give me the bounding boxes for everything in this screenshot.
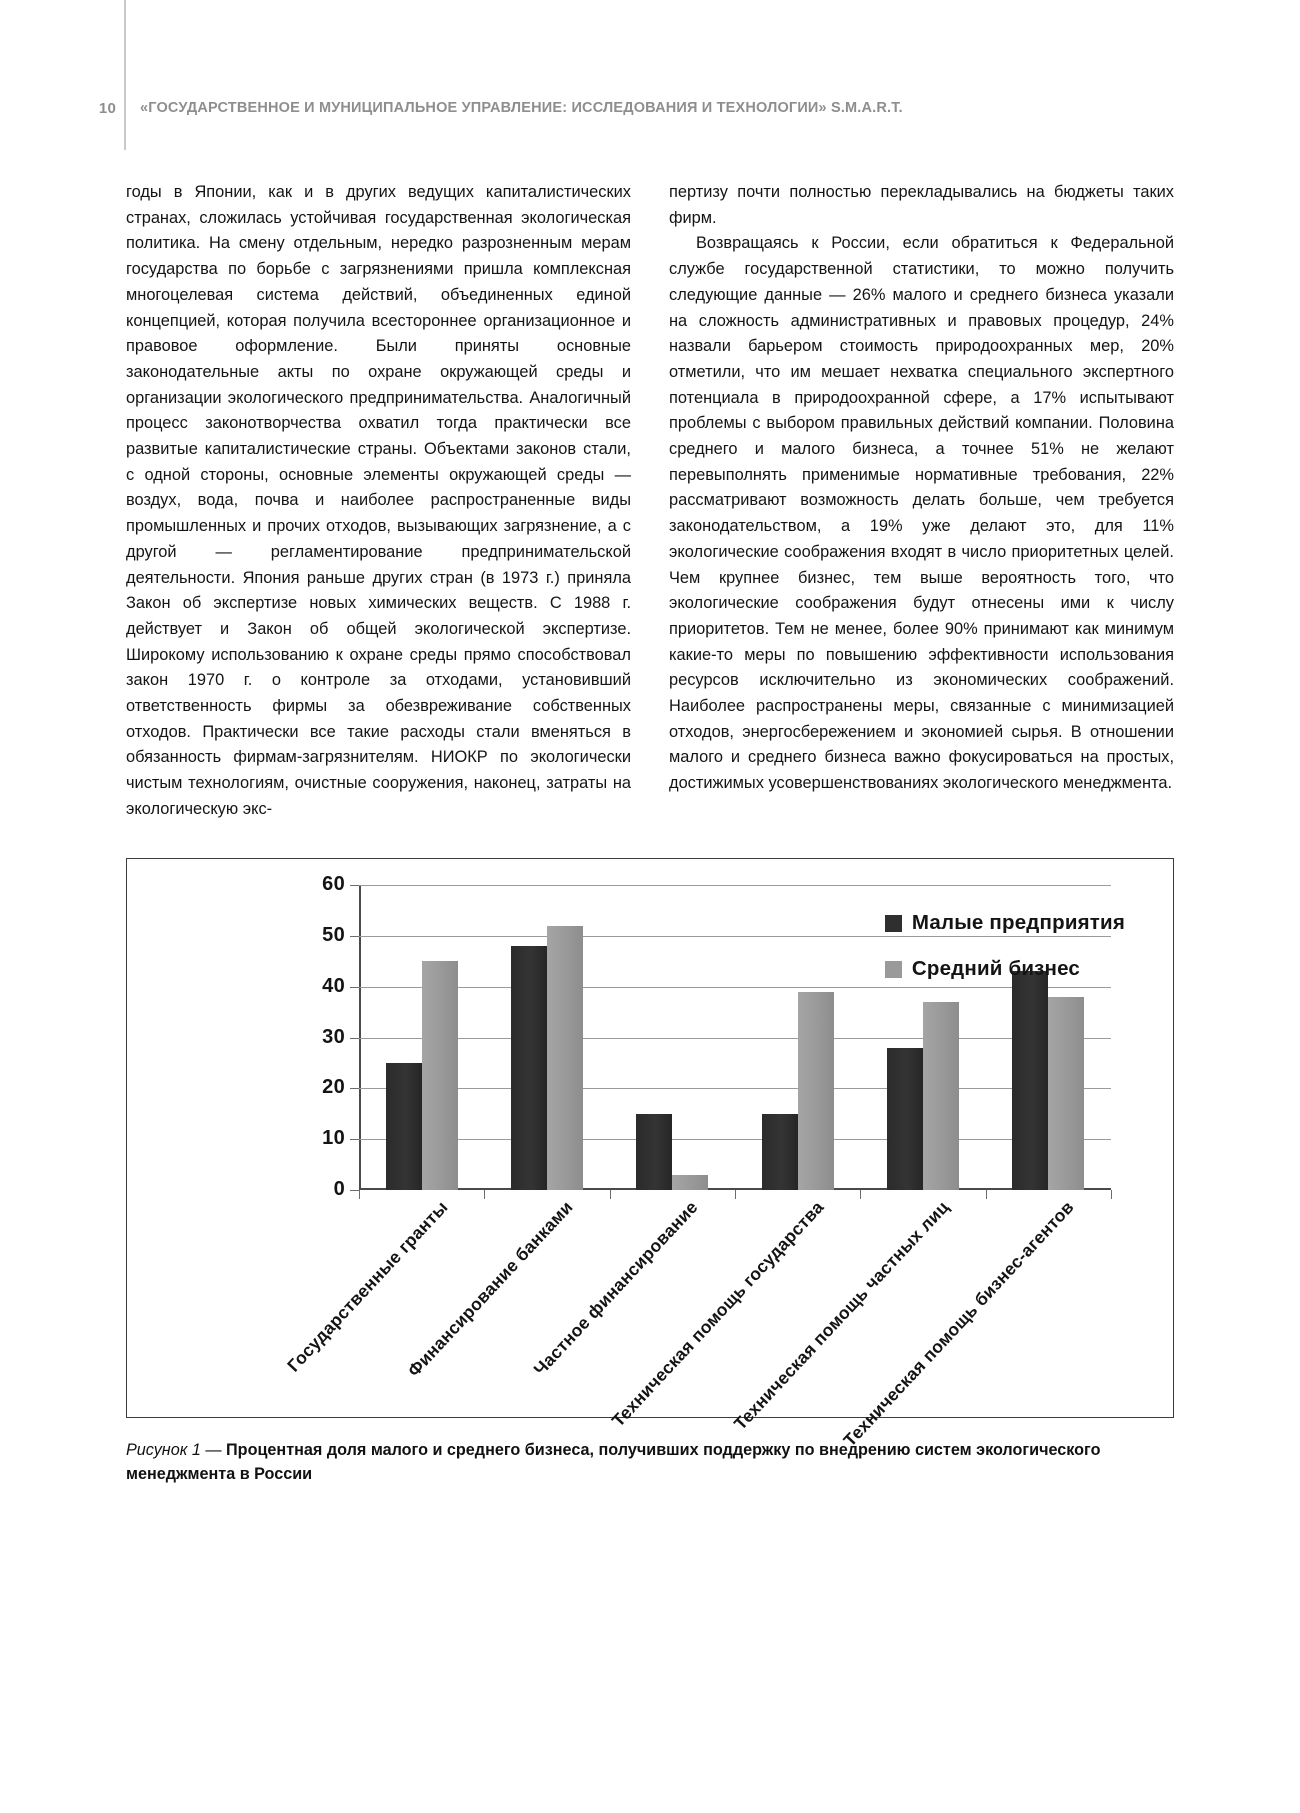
y-tick-40 [350,986,359,988]
y-tick-label-60: 60 [322,873,345,895]
bar-medium [546,925,583,1190]
legend-label: Малые предприятия [911,911,1125,934]
y-tick-30 [350,1037,359,1039]
bar-medium [922,1001,959,1190]
y-tick-label-10: 10 [322,1127,345,1150]
bar-group [860,885,985,1190]
gridline-30 [359,1037,1111,1039]
x-tick-5 [985,1190,987,1199]
y-tick-label-30: 30 [322,1025,345,1048]
bar-small [510,946,547,1190]
y-tick-label-0: 0 [333,1178,345,1200]
y-tick-label-20: 20 [322,1076,345,1099]
gridline-10 [359,1139,1111,1141]
page-number: 10 [98,100,116,117]
y-tick-label-50: 50 [322,923,345,946]
legend-swatch-icon [884,960,902,978]
gridline-20 [359,1088,1111,1090]
figure-caption-number: Рисунок 1 [126,1441,201,1459]
journal-title: «ГОСУДАРСТВЕННОЕ И МУНИЦИПАЛЬНОЕ УПРАВЛЕ… [140,100,903,116]
bar-medium [1048,996,1085,1190]
figure-caption: Рисунок 1 — Процентная доля малого и сре… [126,1438,1126,1486]
gridline-60 [359,885,1111,886]
text-column-left: годы в Японии, как и в других ведущих ка… [126,180,631,823]
legend-label: Средний бизнес [911,957,1081,980]
y-tick-label-40: 40 [322,974,345,997]
y-tick-60 [350,885,359,886]
chart-legend: Малые предприятия Средний бизнес [884,911,1125,981]
bar-group [735,885,860,1190]
x-axis-category-labels: Государственные гранты Финансирование бан… [283,1197,1111,1450]
bar-medium [421,961,458,1190]
bar-small [761,1113,798,1190]
x-tick-2 [609,1190,611,1199]
x-tick-6 [1111,1190,1112,1199]
page-header: 10 «ГОСУДАРСТВЕННОЕ И МУНИЦИПАЛЬНОЕ УПРА… [0,0,1300,150]
x-axis-line [359,1188,1111,1190]
y-tick-50 [350,935,359,937]
header-divider-rule [124,0,126,150]
bar-group [484,885,609,1190]
bar-group [610,885,735,1190]
x-tick-0 [359,1190,360,1199]
bar-group [986,885,1111,1190]
x-tick-1 [484,1190,486,1199]
bar-medium [672,1174,709,1190]
bar-chart-plot-area: 0 10 20 30 40 50 60 [322,873,1112,1200]
bar-groups [359,885,1111,1190]
x-category-label: Техническая помощь частных лиц [729,1197,953,1434]
bar-small [1012,971,1049,1190]
y-tick-10 [350,1139,359,1141]
article-body: годы в Японии, как и в других ведущих ка… [126,180,1174,823]
x-category-label: Техническая помощь государства [607,1197,828,1431]
legend-item: Малые предприятия [884,911,1125,935]
paragraph-left-continued: годы в Японии, как и в других ведущих ка… [126,183,631,818]
bar-group [359,885,484,1190]
figure-caption-dash: — [200,1441,227,1459]
bar-small [886,1047,923,1190]
gridline-40 [359,986,1111,988]
bar-small [636,1113,673,1190]
y-tick-0 [350,1190,359,1191]
gridline-50 [359,935,1111,937]
x-tick-4 [860,1190,862,1199]
paragraph-right-second: Возвращаясь к России, если обратиться к … [669,234,1174,793]
bar-medium [797,991,834,1190]
paragraph-right-first: пертизу почти полностью перекладывались … [669,183,1174,227]
legend-swatch-icon [884,914,902,932]
figure-1-frame: 0 10 20 30 40 50 60 Государственные гранты Фина… [126,858,1174,1450]
text-column-right: пертизу почти полностью перекладывались … [669,180,1174,823]
figure-caption-text: Процентная доля малого и среднего бизнес… [126,1441,1101,1483]
x-tick-3 [735,1190,736,1199]
x-category-label: Техническая помощь бизнес-агентов [839,1197,1078,1451]
bar-small [385,1062,422,1190]
legend-item: Средний бизнес [884,957,1125,981]
y-tick-20 [350,1088,359,1090]
